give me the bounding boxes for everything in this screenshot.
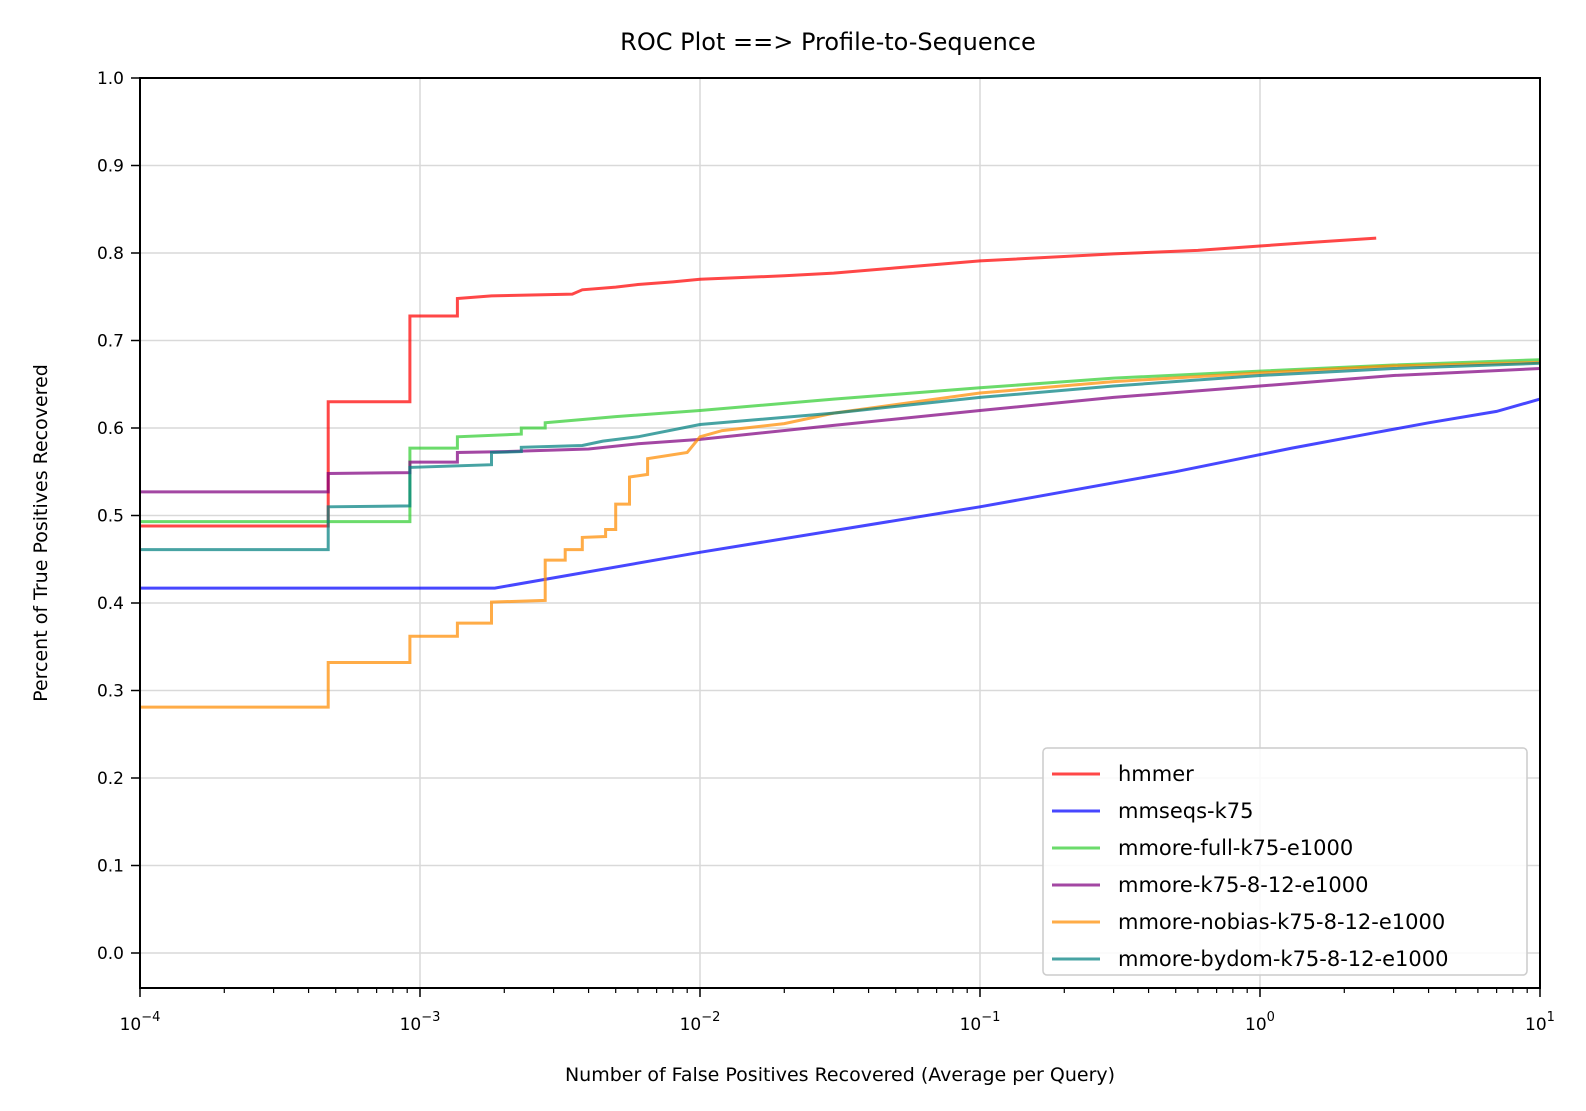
y-tick-label: 0.1 — [97, 857, 124, 877]
series-line-mmore-k75-8-12-e1000 — [140, 367, 1541, 494]
tick-labels: 10−4 10−3 10−2 10−1 100 101 0.0 0.1 0.2 0.3 0.4 0.5… — [97, 69, 1555, 1035]
legend-label: mmseqs-k75 — [1118, 799, 1254, 823]
x-tick-label: 10−4 — [120, 1010, 161, 1035]
y-tick-label: 0.5 — [97, 507, 124, 527]
chart-title: ROC Plot ==> Profile-to-Sequence — [620, 28, 1036, 56]
x-tick-label: 101 — [1525, 1010, 1555, 1035]
grid-lines — [140, 78, 1540, 988]
y-axis-label: Percent of True Positives Recovered — [30, 364, 52, 702]
legend: hmmer mmseqs-k75 mmore-full-k75-e1000 mmore… — [1042, 747, 1528, 976]
y-tick-label: 0.8 — [97, 244, 124, 264]
legend-label: mmore-full-k75-e1000 — [1118, 836, 1353, 860]
series-lines — [140, 236, 1541, 709]
series-line-mmore-bydom-k75-8-12-e1000 — [140, 361, 1541, 552]
x-tick-label: 10−1 — [960, 1010, 1001, 1035]
y-tick-label: 0.7 — [97, 332, 124, 352]
x-tick-label: 10−2 — [680, 1010, 721, 1035]
legend-label: hmmer — [1118, 762, 1194, 786]
legend-label: mmore-bydom-k75-8-12-e1000 — [1118, 947, 1448, 971]
y-tick-label: 0.4 — [97, 594, 124, 614]
legend-box — [1042, 747, 1528, 976]
y-tick-label: 0.2 — [97, 769, 124, 789]
legend-label: mmore-k75-8-12-e1000 — [1118, 873, 1369, 897]
legend-label: mmore-nobias-k75-8-12-e1000 — [1118, 910, 1445, 934]
axis-ticks — [131, 77, 1541, 997]
y-tick-label: 0.3 — [97, 682, 124, 702]
y-tick-label: 0.6 — [97, 419, 124, 439]
plot-frame — [139, 77, 1541, 989]
series-line-mmseqs-k75 — [140, 397, 1541, 590]
series-line-hmmer — [140, 236, 1377, 528]
y-tick-label: 0.9 — [97, 157, 124, 177]
x-tick-label: 10−3 — [400, 1010, 441, 1035]
y-tick-label: 1.0 — [97, 69, 124, 89]
x-axis-label: Number of False Positives Recovered (Ave… — [565, 1064, 1115, 1086]
series-line-mmore-full-k75-e1000 — [140, 358, 1541, 524]
y-tick-label: 0.0 — [97, 944, 124, 964]
x-tick-label: 100 — [1245, 1010, 1275, 1035]
series-line-mmore-nobias-k75-8-12-e1000 — [140, 360, 1541, 709]
